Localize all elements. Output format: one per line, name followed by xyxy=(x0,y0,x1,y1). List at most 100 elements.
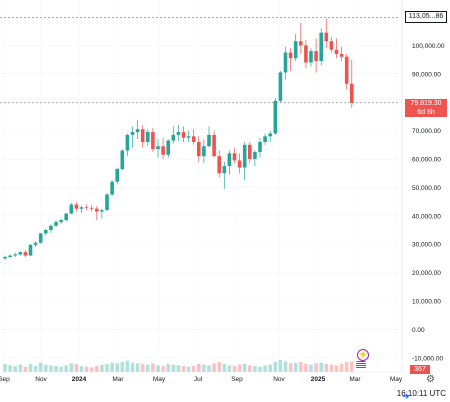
countdown-value: 6d 8h xyxy=(417,108,435,116)
price-tick-label: 40,000.00 xyxy=(412,213,441,220)
volume-bar xyxy=(140,364,145,372)
candle-body xyxy=(44,230,48,234)
flag-event-icon[interactable] xyxy=(356,361,366,369)
volume-bar xyxy=(288,363,293,372)
candle-body xyxy=(222,166,227,174)
candle-body xyxy=(125,134,130,151)
volume-bar xyxy=(23,366,28,372)
volume-bar xyxy=(227,365,232,372)
candle-body xyxy=(304,45,308,63)
price-tick-label: 70,000.00 xyxy=(412,128,441,135)
volume-bar xyxy=(258,366,262,372)
volume-bar xyxy=(207,365,211,372)
volume-bar xyxy=(299,362,303,372)
candle-body xyxy=(319,32,323,62)
volume-bar xyxy=(151,363,155,372)
volume-bar xyxy=(273,362,278,372)
time-tick-label: May xyxy=(153,376,166,383)
candle-body xyxy=(38,233,43,243)
volume-bar xyxy=(89,367,94,372)
volume-bar xyxy=(38,362,43,372)
candle-body xyxy=(166,140,170,155)
volume-bar xyxy=(125,360,130,372)
volume-bar xyxy=(135,363,140,372)
volume-bar xyxy=(161,366,165,372)
flash-event-icon[interactable]: ⚡ xyxy=(357,349,369,361)
volume-bar xyxy=(350,361,354,372)
price-tick-label: 10,000.00 xyxy=(412,299,441,306)
time-tick-label: May xyxy=(390,376,403,383)
candle-body xyxy=(314,51,318,62)
volume-bar xyxy=(54,366,58,372)
time-tick-label: 2024 xyxy=(72,376,87,383)
volume-bar xyxy=(115,363,119,372)
candle-body xyxy=(54,222,58,226)
candle-body xyxy=(13,254,17,256)
candle-body xyxy=(140,129,145,142)
candle-body xyxy=(283,52,288,73)
candle-body xyxy=(8,255,12,257)
settings-gear-icon[interactable]: ⚙ xyxy=(426,374,435,385)
last-price-value: 79,819.30 xyxy=(410,99,442,107)
time-axis[interactable]: Sep Nov 2024 Mar May Jul Sep Nov 2025 Mar May xyxy=(0,376,403,383)
candle-body xyxy=(212,134,216,157)
volume-bar xyxy=(181,366,186,372)
time-tick-label: Mar xyxy=(112,376,124,383)
candle-body xyxy=(105,194,109,211)
time-tick-label: Sep xyxy=(0,376,10,383)
candle-body xyxy=(120,150,125,169)
candle-body xyxy=(33,242,38,245)
time-tick-label: Nov xyxy=(35,376,47,383)
candle-body xyxy=(146,132,150,142)
candle-body xyxy=(191,136,196,142)
candle-body xyxy=(268,133,272,137)
candle-body xyxy=(49,225,53,231)
high-price-tag: 113,05...86 xyxy=(405,11,447,23)
candle-body xyxy=(156,146,160,150)
candle-body xyxy=(79,207,84,209)
volume-bar xyxy=(278,360,283,372)
volume-bar xyxy=(176,365,181,372)
volume-bar xyxy=(95,366,99,372)
candle-body xyxy=(89,207,94,209)
candle-body xyxy=(329,41,334,50)
volume-bar xyxy=(314,363,318,372)
volume-bar xyxy=(253,366,257,372)
candle-body xyxy=(59,220,63,223)
last-price-tag: 79,819.30 6d 8h xyxy=(405,98,447,117)
goto-realtime-icon[interactable]: ➜ xyxy=(402,391,410,401)
candle-body xyxy=(197,141,201,157)
candle-body xyxy=(84,207,89,209)
price-tick-label: 60,000.00 xyxy=(412,157,441,164)
candle-body xyxy=(324,32,329,42)
candle-body xyxy=(309,51,313,63)
volume-bar xyxy=(329,364,334,372)
grid-lines xyxy=(0,0,402,372)
volume-bar xyxy=(263,365,267,372)
volume-bar xyxy=(79,366,84,372)
volume-bar xyxy=(186,366,191,372)
volume-bar xyxy=(110,362,114,372)
volume-bar xyxy=(309,364,313,372)
volume-bar xyxy=(59,366,63,372)
time-tick-label: Mar xyxy=(349,376,361,383)
candle-body xyxy=(161,146,165,155)
candle-body xyxy=(202,146,206,157)
volume-bar xyxy=(339,364,344,372)
volume-bar xyxy=(324,364,329,372)
price-tick-label: 100,000.00 xyxy=(412,43,445,50)
volume-bar xyxy=(166,364,170,372)
volume-bar xyxy=(8,365,12,372)
candle-body xyxy=(74,204,79,209)
volume-badge-value: 367 xyxy=(414,366,426,373)
price-tick-label: 90,000.00 xyxy=(412,71,441,78)
volume-bar xyxy=(248,365,252,372)
candle-body xyxy=(95,208,99,212)
candle-body xyxy=(299,41,303,46)
candle-body xyxy=(288,52,293,59)
candle-body xyxy=(171,134,176,141)
candle-body xyxy=(28,244,33,256)
utc-clock[interactable]: 16:10:11 UTC xyxy=(396,389,446,398)
